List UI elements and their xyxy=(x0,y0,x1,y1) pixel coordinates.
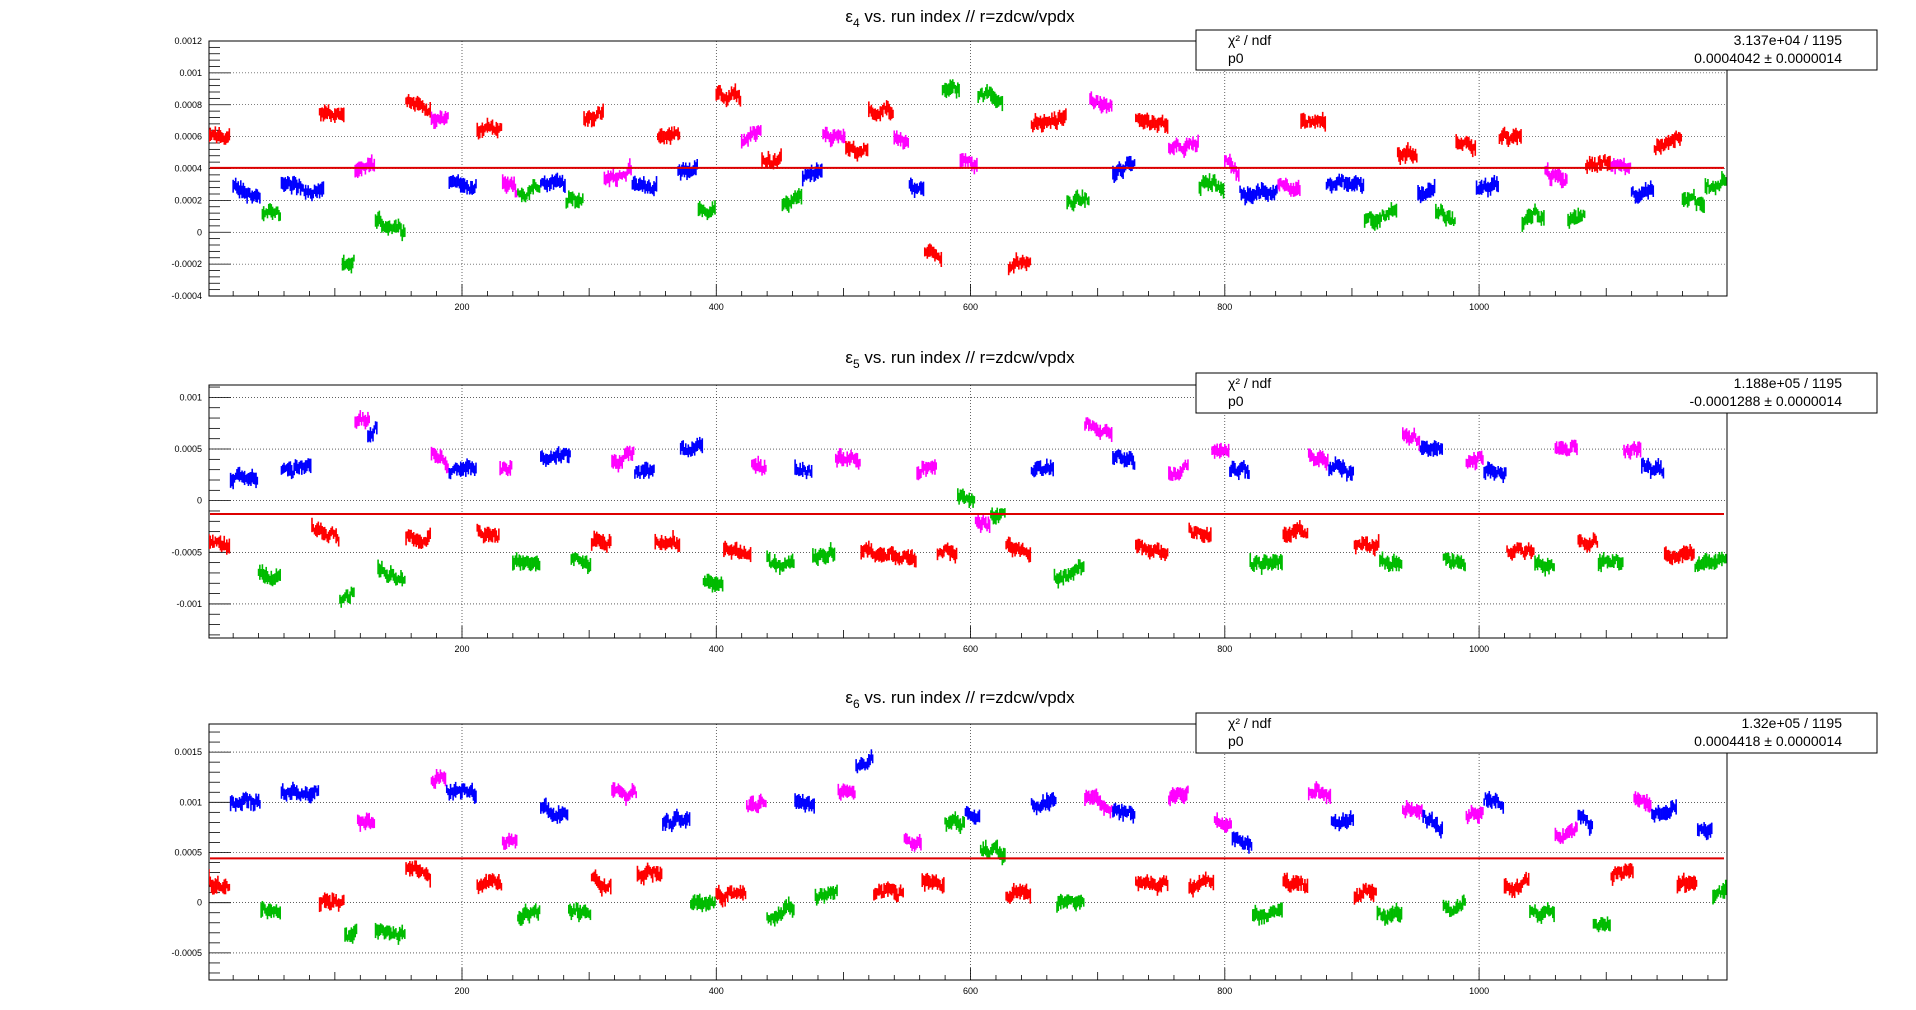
y-tick-label: 0.0005 xyxy=(174,848,202,858)
chi2-label: χ² / ndf xyxy=(1228,375,1271,391)
p0-label: p0 xyxy=(1228,393,1244,409)
p0-label: p0 xyxy=(1228,733,1244,749)
y-tick-label: -0.0004 xyxy=(171,291,202,301)
chart-title: ε5 vs. run index // r=zdcw/vpdx xyxy=(845,348,1075,371)
y-tick-label: 0.001 xyxy=(179,68,202,78)
y-tick-label: -0.001 xyxy=(176,599,202,609)
chi2-label: χ² / ndf xyxy=(1228,715,1271,731)
stats-box: χ² / ndf 3.137e+04 / 1195 p0 0.0004042 ± 0.… xyxy=(1195,29,1878,71)
chi2-value: 1.188e+05 / 1195 xyxy=(1734,375,1843,391)
y-tick-label: 0 xyxy=(197,898,202,908)
chi2-value: 3.137e+04 / 1195 xyxy=(1734,32,1843,48)
stats-box: χ² / ndf 1.188e+05 / 1195 p0 -0.0001288 ± 0… xyxy=(1195,372,1878,414)
p0-label: p0 xyxy=(1228,50,1244,66)
x-tick-label: 800 xyxy=(1217,644,1232,654)
y-tick-label: 0 xyxy=(197,496,202,506)
panel-2: ε5 vs. run index // r=zdcw/vpdx -0.001 -0.… xyxy=(171,348,1878,654)
chart-title: ε6 vs. run index // r=zdcw/vpdx xyxy=(845,688,1075,711)
x-tick-label: 200 xyxy=(454,302,469,312)
p0-value: -0.0001288 ± 0.0000014 xyxy=(1690,393,1843,409)
y-tick-label: 0.0005 xyxy=(174,444,202,454)
chi2-label: χ² / ndf xyxy=(1228,32,1271,48)
x-tick-label: 600 xyxy=(963,644,978,654)
chart-title: ε4 vs. run index // r=zdcw/vpdx xyxy=(845,7,1075,30)
data-points xyxy=(209,749,1727,945)
y-tick-label: 0.0015 xyxy=(174,747,202,757)
stats-box: χ² / ndf 1.32e+05 / 1195 p0 0.0004418 ± 0.0… xyxy=(1195,712,1878,754)
y-tick-label: 0.001 xyxy=(179,392,202,402)
y-tick-label: -0.0002 xyxy=(171,259,202,269)
y-tick-label: 0.001 xyxy=(179,797,202,807)
x-tick-label: 600 xyxy=(963,986,978,996)
x-tick-label: 1000 xyxy=(1469,986,1489,996)
y-tick-label: -0.0005 xyxy=(171,547,202,557)
x-tick-label: 600 xyxy=(963,302,978,312)
y-tick-label: 0.0012 xyxy=(174,36,202,46)
y-tick-label: -0.0005 xyxy=(171,948,202,958)
plot-frame xyxy=(208,384,1728,639)
x-tick-label: 800 xyxy=(1217,986,1232,996)
x-tick-label: 200 xyxy=(454,986,469,996)
x-tick-label: 1000 xyxy=(1469,302,1489,312)
y-tick-label: 0.0008 xyxy=(174,100,202,110)
x-tick-label: 200 xyxy=(454,644,469,654)
x-tick-label: 400 xyxy=(709,302,724,312)
y-tick-label: 0.0006 xyxy=(174,132,202,142)
chi2-value: 1.32e+05 / 1195 xyxy=(1741,715,1842,731)
y-tick-label: 0 xyxy=(197,227,202,237)
p0-value: 0.0004418 ± 0.0000014 xyxy=(1694,733,1842,749)
plot-frame xyxy=(208,723,1728,981)
p0-value: 0.0004042 ± 0.0000014 xyxy=(1694,50,1842,66)
data-points xyxy=(209,79,1727,276)
x-tick-label: 800 xyxy=(1217,302,1232,312)
y-tick-label: 0.0002 xyxy=(174,195,202,205)
panel-1: ε4 vs. run index // r=zdcw/vpdx -0.0004 -0… xyxy=(171,7,1878,312)
x-tick-label: 400 xyxy=(709,644,724,654)
panel-3: ε6 vs. run index // r=zdcw/vpdx -0.0005 0 0… xyxy=(171,688,1878,996)
y-tick-label: 0.0004 xyxy=(174,164,202,174)
x-tick-label: 400 xyxy=(709,986,724,996)
data-points xyxy=(209,410,1727,608)
x-tick-label: 1000 xyxy=(1469,644,1489,654)
